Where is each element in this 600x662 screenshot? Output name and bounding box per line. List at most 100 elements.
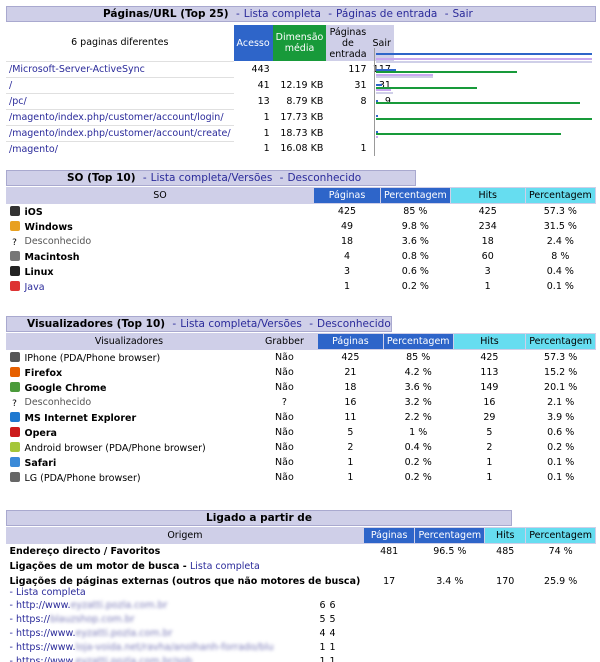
ref-header-hits: Hits — [484, 527, 527, 544]
ref-header-pages: Páginas — [362, 527, 416, 544]
os-name: iOS — [24, 206, 43, 218]
browser-row: Android browser (PDA/Phone browser) Não 2 0… — [7, 440, 596, 455]
chrome-icon — [9, 381, 20, 392]
url-link[interactable]: /Microsoft-Server-ActiveSync — [9, 63, 145, 75]
os-row: iOS 425 85 % 425 57.3 % — [7, 204, 596, 220]
url-link[interactable]: /magento/ — [9, 143, 58, 155]
header-entrada: Páginas de entrada — [326, 25, 370, 61]
os-table: SO Páginas Percentagem Hits Percentagem … — [6, 187, 597, 294]
browser-name: Google Chrome — [24, 382, 107, 394]
browser-pages: 425 — [341, 352, 360, 363]
browser-row: Safari Não 1 0.2 % 1 0.1 % — [7, 455, 596, 470]
os-name[interactable]: Java — [24, 281, 45, 293]
browser-row: ? Desconhecido? 16 3.2 % 16 2.1 % — [7, 395, 596, 410]
ref-external-pages: 17 — [383, 576, 396, 587]
browser-row: Opera Não 5 1 % 5 0.6 % — [7, 425, 596, 440]
url-link[interactable]: / — [9, 79, 13, 91]
url-dimensao — [273, 61, 327, 77]
os-hits: 18 — [481, 236, 494, 247]
os-pages: 4 — [343, 251, 351, 262]
ref-external-full-list-link[interactable]: - Lista completa — [9, 587, 86, 598]
os-name-cell: Java — [7, 279, 314, 294]
ref-header-origin: Origem — [6, 527, 364, 544]
browser-pages-pct: 2.2 % — [404, 412, 432, 423]
referrer-link[interactable]: - https://blauzshop.com.br — [10, 614, 135, 625]
url-row: / 41 12.19 KB 31 31 — [6, 76, 394, 93]
bar-dimensao — [376, 71, 517, 73]
urls-title: Páginas/URL (Top 25) — [103, 8, 229, 20]
referrers-title-bar: Ligado a partir de — [6, 510, 512, 526]
referrer-url-cell: - https://www.eyzatti.pozla.com.br/sob 1 1 — [7, 654, 364, 662]
browsers-header-pages: Páginas — [316, 333, 384, 350]
referrer-link[interactable]: - https://www.eyzatti.pozla.com.br — [10, 628, 173, 639]
browser-pages: 21 — [344, 367, 357, 378]
browser-pages: 1 — [347, 457, 354, 468]
os-unknown-link[interactable]: Desconhecido — [287, 172, 362, 184]
browser-pages: 18 — [344, 382, 357, 393]
browser-grabber: Não — [275, 352, 294, 363]
ref-direct-row: Endereço directo / Favoritos 481 96.5 % … — [7, 544, 596, 560]
ref-external-row: Ligações de páginas externas (outros que… — [7, 574, 596, 598]
referrer-url-cell: - https://blauzshop.com.br 5 5 — [7, 612, 364, 626]
os-hits-pct: 2.4 % — [546, 236, 574, 247]
referrer-prefix: - https://www. — [9, 641, 76, 653]
os-header-pages: Páginas — [313, 187, 381, 204]
url-entrada: 117 — [348, 63, 367, 75]
ref-search-full-list-link[interactable]: Lista completa — [189, 561, 260, 572]
url-link[interactable]: /magento/index.php/customer/account/crea… — [9, 127, 231, 139]
os-name-cell: ? Desconhecido — [7, 234, 314, 249]
url-link[interactable]: /magento/index.php/customer/account/logi… — [9, 111, 224, 123]
os-pages: 1 — [343, 281, 351, 292]
referrer-blurred-domain: eyzatti.pozla.com.br — [70, 599, 168, 611]
referrer-hits: 5 — [329, 613, 336, 625]
os-pages-pct: 0.8 % — [401, 251, 429, 262]
browsers-header-name: Visualizadores — [6, 333, 252, 350]
browser-pages-pct: 3.6 % — [404, 382, 432, 393]
url-acesso: 13 — [257, 95, 270, 107]
referrer-pages: 1 — [319, 641, 326, 653]
browser-hits: 16 — [483, 397, 496, 408]
referrer-url-cell: - http://www.eyzatti.pozla.com.br 6 6 — [7, 598, 364, 612]
browser-row: IPhone (PDA/Phone browser) Não 425 85 % 425 5… — [7, 350, 596, 366]
urls-full-list-link[interactable]: Lista completa — [243, 8, 321, 20]
os-hits-pct: 8 % — [551, 251, 570, 262]
browser-hits-pct: 0.1 % — [547, 472, 575, 483]
browser-name: Android browser (PDA/Phone browser) — [24, 442, 206, 454]
browser-name: Safari — [24, 457, 57, 469]
os-full-list-link[interactable]: Lista completa/Versões — [150, 172, 273, 184]
url-row: /pc/13 8.79 KB 8 9 — [6, 92, 394, 109]
iphone-icon — [9, 351, 20, 362]
browser-hits: 113 — [480, 367, 499, 378]
ref-external-hits: 170 — [496, 576, 515, 587]
browsers-table: Visualizadores Grabber Páginas Percentag… — [6, 333, 596, 485]
browsers-unknown-link[interactable]: Desconhecido — [316, 318, 391, 330]
bar-dimensao — [376, 133, 562, 135]
browser-name-cell: MS Internet Explorer — [7, 410, 252, 425]
phone-icon — [9, 471, 20, 482]
os-name: Macintosh — [24, 251, 80, 263]
browser-name-cell: IPhone (PDA/Phone browser) — [7, 350, 252, 366]
ref-external-hits-pct: 25.9 % — [544, 576, 578, 587]
browsers-full-list-link[interactable]: Lista completa/Versões — [180, 318, 302, 330]
url-bar-chart — [374, 48, 597, 156]
ref-direct-pages: 481 — [380, 546, 399, 557]
referrer-link[interactable]: - https://www.loja-voida.net/ravha/anolh… — [10, 642, 274, 653]
browser-pages: 16 — [344, 397, 357, 408]
bar-acesso — [376, 68, 396, 71]
referrer-hits: 6 — [329, 599, 336, 611]
url-link[interactable]: /pc/ — [9, 95, 27, 107]
url-dimensao: 18.73 KB — [280, 127, 324, 139]
urls-table: 6 paginas diferentes Acesso Dimensão méd… — [6, 25, 394, 157]
browser-hits: 1 — [486, 472, 493, 483]
urls-entry-pages-link[interactable]: Páginas de entrada — [336, 8, 438, 20]
browser-hits: 5 — [486, 427, 493, 438]
bar-acesso — [376, 115, 378, 117]
referrer-prefix: - https://www. — [9, 627, 76, 639]
referrer-link[interactable]: - http://www.eyzatti.pozla.com.br — [10, 600, 168, 611]
os-hits: 3 — [484, 266, 491, 277]
referrer-link[interactable]: - https://www.eyzatti.pozla.com.br/sob — [10, 656, 193, 662]
browser-hits-pct: 0.6 % — [547, 427, 575, 438]
os-hits: 1 — [484, 281, 491, 292]
urls-exit-link[interactable]: Sair — [452, 8, 473, 20]
os-hits-pct: 0.4 % — [546, 266, 574, 277]
